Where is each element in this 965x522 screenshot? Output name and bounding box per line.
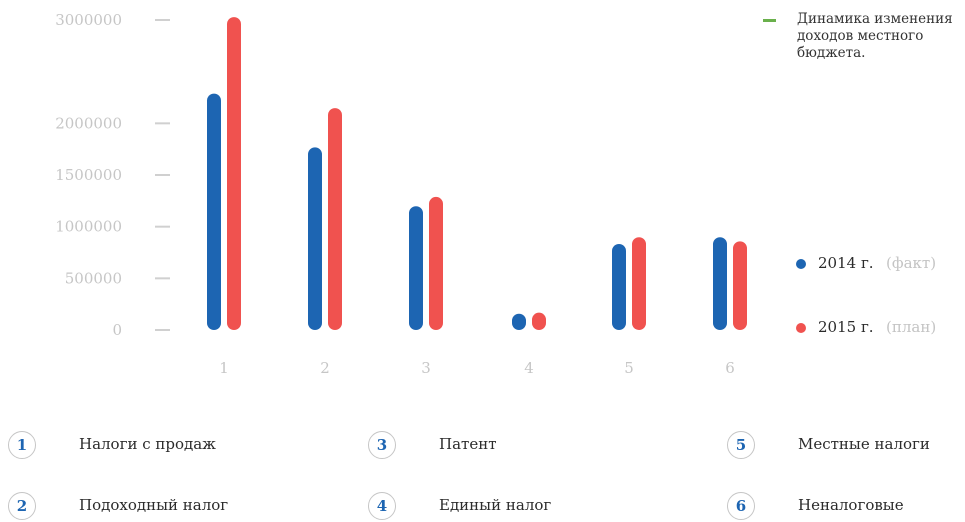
- category-label: Неналоговые: [798, 496, 904, 514]
- note-text: Динамика изменения доходов местного бюдж…: [797, 11, 963, 62]
- legend-label-2015: 2015 г.: [818, 318, 874, 336]
- bar-2014-2: [308, 147, 322, 330]
- bar-2015-3: [429, 197, 443, 330]
- x-tick-label: 2: [320, 359, 330, 377]
- category-label: Единый налог: [439, 496, 551, 514]
- category-number: 4: [368, 492, 396, 520]
- legend-note-2015: (план): [886, 318, 936, 336]
- bar-2015-4: [532, 313, 546, 330]
- bar-2014-1: [207, 94, 221, 330]
- y-tick-label: 500000: [65, 269, 122, 287]
- category-number: 6: [727, 492, 755, 520]
- y-tick-label: 1000000: [55, 218, 122, 236]
- bar-2015-5: [632, 237, 646, 330]
- bar-2015-2: [328, 108, 342, 330]
- category-label: Налоги с продаж: [79, 435, 216, 453]
- legend-dot-2014-icon: [796, 259, 806, 269]
- category-label: Местные налоги: [798, 435, 930, 453]
- x-tick-label: 4: [524, 359, 534, 377]
- bar-2014-5: [612, 244, 626, 330]
- bar-2015-6: [733, 241, 747, 330]
- x-tick-label: 6: [725, 359, 735, 377]
- x-tick-label: 5: [624, 359, 634, 377]
- legend-label-2014: 2014 г.: [818, 254, 874, 272]
- category-number: 1: [8, 431, 36, 459]
- category-label: Подоходный налог: [79, 496, 228, 514]
- bar-2014-6: [713, 237, 727, 330]
- y-tick-label: 1500000: [55, 166, 122, 184]
- x-tick-label: 3: [421, 359, 431, 377]
- legend-dot-2015-icon: [796, 323, 806, 333]
- category-number: 3: [368, 431, 396, 459]
- note-marker-icon: [763, 19, 776, 22]
- y-tick-label: 2000000: [55, 114, 122, 132]
- x-tick-label: 1: [219, 359, 229, 377]
- y-tick-label: 3000000: [55, 11, 122, 29]
- y-tick-label: 0: [112, 321, 122, 339]
- category-number: 5: [727, 431, 755, 459]
- legend-note-2014: (факт): [886, 254, 936, 272]
- category-number: 2: [8, 492, 36, 520]
- category-label: Патент: [439, 435, 497, 453]
- bar-2014-4: [512, 314, 526, 330]
- bar-2014-3: [409, 206, 423, 330]
- bar-2015-1: [227, 17, 241, 330]
